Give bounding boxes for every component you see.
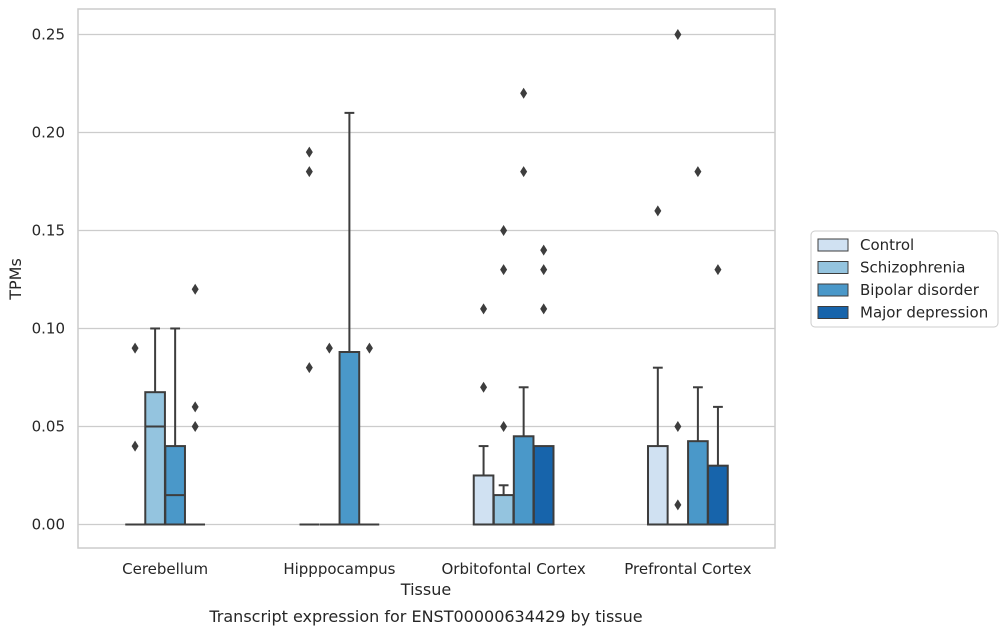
box-group [319,342,340,526]
y-tick-label: 0.25 [32,25,65,43]
outlier-point [500,264,508,276]
y-axis-label: TPMs [6,258,25,301]
outlier-point [520,87,528,99]
y-tick-label: 0.10 [32,319,65,337]
box-group [359,342,380,526]
outlier-point [654,205,662,217]
outlier-point [480,381,488,393]
box-group [512,87,535,526]
legend-label: Control [860,236,914,254]
legend-frame [810,230,999,328]
box-body [164,445,186,526]
y-tick-label: 0.20 [32,123,65,141]
chart-caption: Transcript expression for ENST0000063442… [208,607,642,626]
legend-label: Major depression [860,304,988,322]
box-group [144,327,166,526]
box-group [338,111,361,526]
box-group [707,264,729,526]
outlier-point [305,166,313,178]
outlier-point [674,28,682,40]
x-tick-label: Hipppocampus [283,560,395,578]
outlier-point [191,401,199,413]
plot-frame [77,8,776,549]
outlier-point [131,440,139,452]
legend-swatch [817,238,849,252]
y-tick-label: 0.05 [32,417,65,435]
outlier-point [540,244,548,256]
box-group [125,342,145,526]
outlier-point [131,342,139,354]
legend-label: Bipolar disorder [860,281,980,299]
legend-swatch [817,306,849,319]
outlier-point [191,283,199,295]
x-tick-label: Cerebellum [122,560,208,578]
box-body [338,351,361,526]
y-tick-labels: 0.00 0.05 0.10 0.15 0.20 0.25 [32,25,65,533]
outlier-point [500,224,508,236]
outlier-point [674,420,682,432]
box-group [687,166,709,526]
legend-swatch [817,261,849,274]
box-group [299,146,320,526]
box-body [492,494,515,526]
outlier-point [325,342,333,354]
x-tick-label: Orbitofontal Cortex [442,560,586,578]
box-group [668,28,688,526]
legend-swatch [817,283,849,297]
x-tick-labels: Cerebellum Hipppocampus Orbitofontal Corte… [122,560,751,578]
y-tick-label: 0.15 [32,221,65,239]
outlier-point [540,303,548,315]
x-axis-label: Tissue [400,580,451,599]
box-body [512,435,535,526]
legend-items: Control Schizophrenia Bipolar disorder Majo… [817,236,988,322]
box-body [646,445,669,526]
box-group [472,303,495,526]
box-body [532,445,555,526]
box-group [532,244,555,526]
outlier-point [694,166,702,178]
legend: Control Schizophrenia Bipolar disorder Majo… [810,230,999,328]
outlier-point [305,146,313,158]
x-tick-label: Prefrontal Cortex [624,560,751,578]
y-tick-label: 0.00 [32,515,65,533]
outlier-point [500,420,508,432]
outlier-point [365,342,373,354]
outlier-point [480,303,488,315]
outlier-point [540,264,548,276]
box-layer [125,28,729,526]
box-group [492,224,515,526]
box-body [707,464,729,526]
outlier-point [191,420,199,432]
legend-label: Schizophrenia [860,259,965,277]
box-body [472,474,495,526]
box-body [144,391,166,526]
box-group [646,205,669,526]
box-group [185,283,206,526]
outlier-point [674,499,682,511]
box-group [164,327,186,526]
outlier-point [714,264,722,276]
outlier-point [520,166,528,178]
box-body [687,440,709,526]
outlier-point [305,362,313,374]
